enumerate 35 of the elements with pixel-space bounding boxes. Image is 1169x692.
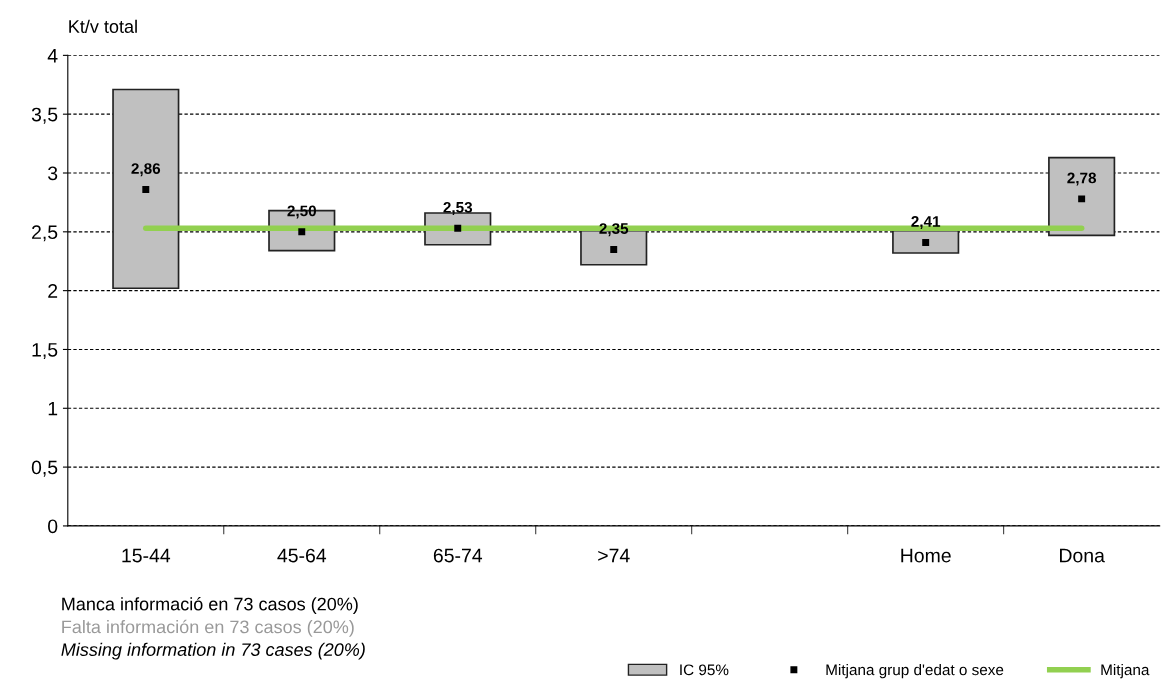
data-label: 2,78 xyxy=(1067,172,1097,186)
bar xyxy=(112,88,180,290)
legend-label: IC 95% xyxy=(680,664,729,676)
point xyxy=(922,238,930,246)
point xyxy=(610,245,618,253)
y-tick-label: 1 xyxy=(48,401,58,416)
data-label: 2,86 xyxy=(131,163,161,177)
text: Manca informació en 73 casos (20%) xyxy=(62,596,358,615)
point xyxy=(454,224,462,232)
y-tick-label: 0,5 xyxy=(31,460,58,477)
point xyxy=(1078,195,1086,203)
y-tick-label: 2 xyxy=(48,284,58,298)
x-tick-label: 45-64 xyxy=(277,548,327,563)
text: Falta información en 73 casos (20%) xyxy=(62,619,354,637)
point xyxy=(298,228,306,236)
bar xyxy=(892,229,960,254)
point xyxy=(142,185,150,193)
y-tick-label: 0 xyxy=(48,519,58,534)
y-tick-label: 2,5 xyxy=(32,225,58,242)
text: Missing information in 73 cases (20%) xyxy=(61,642,365,660)
y-tick-label: 1,5 xyxy=(32,343,58,359)
bar xyxy=(1048,156,1116,237)
legend-label: Mitjana grup d'edat o sexe xyxy=(826,664,1004,679)
x-tick-label: Home xyxy=(901,548,951,563)
legend-label: Mitjana xyxy=(1101,664,1150,679)
y-tick-label: 3,5 xyxy=(31,107,58,124)
data-label: 2,53 xyxy=(443,201,473,215)
x-tick-label: >74 xyxy=(598,548,630,563)
x-tick-label: Dona xyxy=(1060,548,1105,563)
x-tick-label: 15-44 xyxy=(122,548,171,563)
y-tick-label: 3 xyxy=(48,166,58,181)
y-axis-title: Kt/v total xyxy=(69,19,137,33)
data-label: 2,35 xyxy=(599,223,629,237)
y-tick-label: 4 xyxy=(47,49,58,63)
x-tick-label: 65-74 xyxy=(433,548,483,563)
